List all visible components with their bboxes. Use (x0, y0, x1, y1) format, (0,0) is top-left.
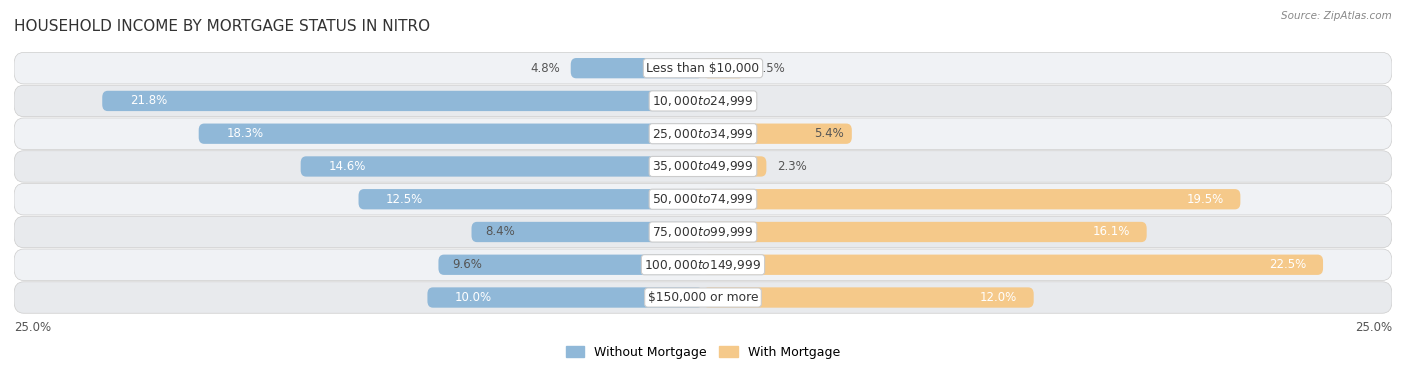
Text: $10,000 to $24,999: $10,000 to $24,999 (652, 94, 754, 108)
FancyBboxPatch shape (14, 118, 1392, 149)
FancyBboxPatch shape (301, 156, 703, 176)
Legend: Without Mortgage, With Mortgage: Without Mortgage, With Mortgage (561, 341, 845, 364)
Text: 8.4%: 8.4% (485, 225, 515, 239)
Text: 22.5%: 22.5% (1270, 258, 1306, 271)
Text: 9.6%: 9.6% (453, 258, 482, 271)
Text: 4.8%: 4.8% (530, 62, 560, 75)
FancyBboxPatch shape (198, 124, 703, 144)
Text: $150,000 or more: $150,000 or more (648, 291, 758, 304)
Text: 0.0%: 0.0% (714, 94, 744, 107)
FancyBboxPatch shape (703, 189, 1240, 209)
FancyBboxPatch shape (571, 58, 703, 78)
FancyBboxPatch shape (14, 52, 1392, 84)
FancyBboxPatch shape (439, 254, 703, 275)
Text: 10.0%: 10.0% (456, 291, 492, 304)
FancyBboxPatch shape (14, 282, 1392, 313)
Text: 25.0%: 25.0% (14, 321, 51, 334)
FancyBboxPatch shape (359, 189, 703, 209)
Text: 21.8%: 21.8% (129, 94, 167, 107)
Text: 2.3%: 2.3% (778, 160, 807, 173)
FancyBboxPatch shape (471, 222, 703, 242)
Text: Source: ZipAtlas.com: Source: ZipAtlas.com (1281, 11, 1392, 21)
Text: $25,000 to $34,999: $25,000 to $34,999 (652, 127, 754, 141)
Text: $100,000 to $149,999: $100,000 to $149,999 (644, 258, 762, 272)
Text: $50,000 to $74,999: $50,000 to $74,999 (652, 192, 754, 206)
Text: $35,000 to $49,999: $35,000 to $49,999 (652, 159, 754, 173)
FancyBboxPatch shape (14, 151, 1392, 182)
FancyBboxPatch shape (14, 85, 1392, 116)
FancyBboxPatch shape (703, 222, 1147, 242)
FancyBboxPatch shape (703, 58, 744, 78)
Text: HOUSEHOLD INCOME BY MORTGAGE STATUS IN NITRO: HOUSEHOLD INCOME BY MORTGAGE STATUS IN N… (14, 19, 430, 34)
Text: 25.0%: 25.0% (1355, 321, 1392, 334)
FancyBboxPatch shape (14, 249, 1392, 280)
Text: $75,000 to $99,999: $75,000 to $99,999 (652, 225, 754, 239)
Text: 19.5%: 19.5% (1187, 193, 1223, 206)
FancyBboxPatch shape (703, 124, 852, 144)
Text: 1.5%: 1.5% (755, 62, 785, 75)
FancyBboxPatch shape (14, 216, 1392, 248)
Text: 5.4%: 5.4% (814, 127, 844, 140)
Text: Less than $10,000: Less than $10,000 (647, 62, 759, 75)
Text: 16.1%: 16.1% (1092, 225, 1130, 239)
FancyBboxPatch shape (703, 287, 1033, 308)
FancyBboxPatch shape (427, 287, 703, 308)
Text: 14.6%: 14.6% (328, 160, 366, 173)
Text: 12.0%: 12.0% (980, 291, 1017, 304)
Text: 18.3%: 18.3% (226, 127, 263, 140)
FancyBboxPatch shape (14, 184, 1392, 215)
FancyBboxPatch shape (103, 91, 703, 111)
FancyBboxPatch shape (703, 156, 766, 176)
Text: 12.5%: 12.5% (387, 193, 423, 206)
FancyBboxPatch shape (703, 254, 1323, 275)
